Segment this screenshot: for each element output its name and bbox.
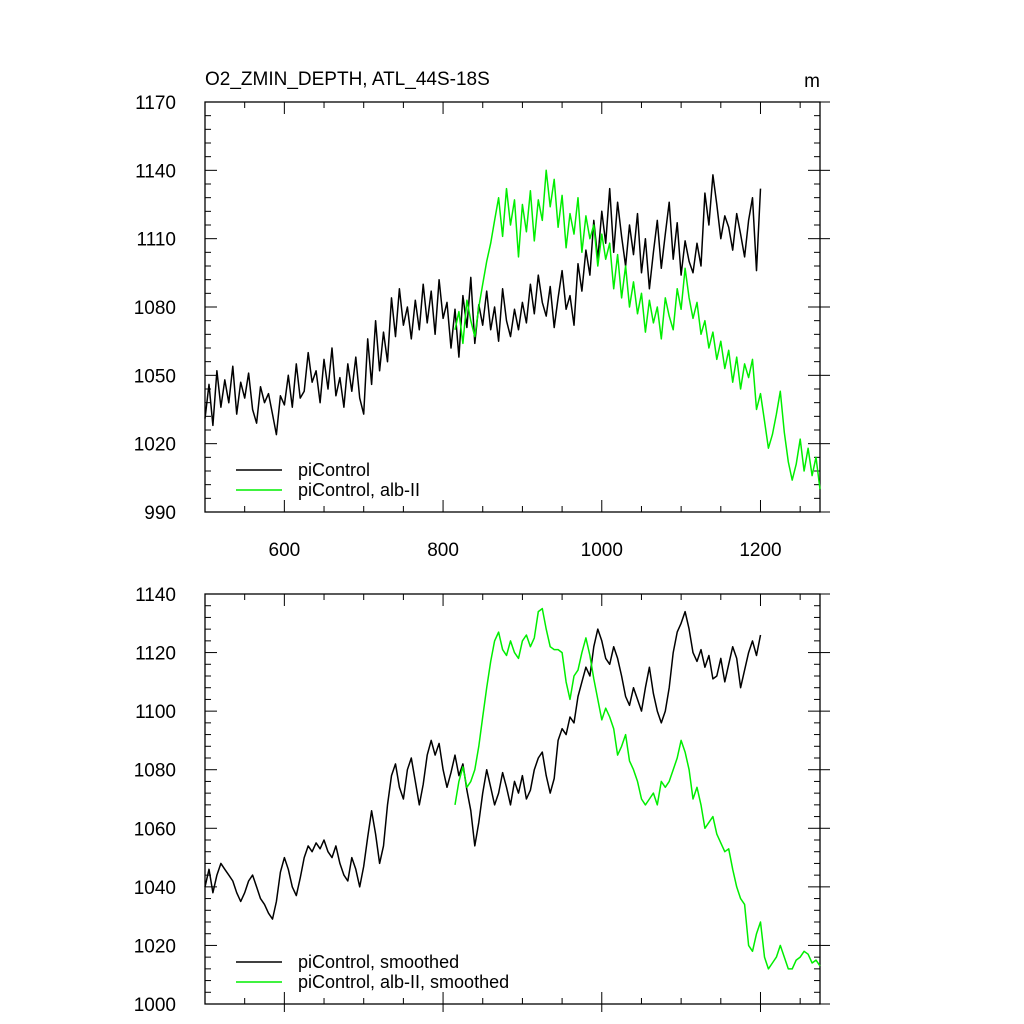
y-tick-label-bottom-1100: 1100 (135, 702, 176, 723)
series-line-top-picontrol-alb-ii (454, 169, 821, 490)
y-tick-label-bottom-1080: 1080 (134, 761, 176, 782)
series-line-top-picontrol (204, 174, 762, 436)
chart-title: O2_ZMIN_DEPTH, ATL_44S-18S (205, 69, 490, 90)
y-tick-label-top-1140: 1140 (135, 161, 176, 182)
x-tick-label-top-800: 800 (427, 540, 459, 561)
series-line-bottom-picontrol-alb-ii-smoothed (454, 607, 821, 970)
series-group-bottom (204, 607, 821, 970)
y-tick-label-bottom-1120: 1120 (135, 644, 176, 665)
legend-bottom: piControl, smoothed piControl, alb-II, s… (236, 952, 509, 992)
axis-ticks-bottom: 1000 1020 1040 1060 1080 1100 1120 1140 (134, 585, 830, 1016)
y-tick-label-top-1080: 1080 (134, 298, 176, 319)
legend-top: piControl piControl, alb-II (236, 460, 420, 500)
y-tick-label-top-990: 990 (144, 503, 176, 524)
chart-top: O2_ZMIN_DEPTH, ATL_44S-18S m 600 800 1000 1… (134, 69, 830, 561)
plot-frame-top (204, 101, 821, 513)
y-tick-label-bottom-1140: 1140 (135, 585, 176, 606)
legend-label-alb-ii: piControl, alb-II (298, 480, 420, 500)
unit-label: m (804, 71, 820, 92)
legend-label-alb-ii-smoothed: piControl, alb-II, smoothed (298, 972, 509, 992)
x-tick-label-top-1000: 1000 (581, 540, 623, 561)
y-tick-label-top-1170: 1170 (135, 93, 176, 114)
series-line-bottom-picontrol-smoothed (204, 610, 762, 920)
legend-label-picontrol: piControl (298, 460, 370, 480)
x-tick-label-top-600: 600 (269, 540, 301, 561)
y-tick-label-top-1020: 1020 (134, 435, 176, 456)
y-tick-label-bottom-1060: 1060 (134, 819, 176, 840)
series-group-top (204, 169, 821, 490)
plot-frame-bottom (204, 593, 821, 1005)
y-tick-label-top-1110: 1110 (137, 230, 176, 251)
chart-bottom: 1000 1020 1040 1060 1080 1100 1120 1140 piContr… (134, 585, 830, 1016)
y-tick-label-top-1050: 1050 (134, 366, 176, 387)
axis-ticks-top: 600 800 1000 1200 990 1020 1050 1080 1110 1140 117… (134, 93, 830, 561)
y-tick-label-bottom-1000: 1000 (134, 995, 176, 1016)
x-tick-label-top-1200: 1200 (739, 540, 781, 561)
y-tick-label-bottom-1040: 1040 (134, 878, 176, 899)
y-tick-label-bottom-1020: 1020 (134, 936, 176, 957)
legend-label-picontrol-smoothed: piControl, smoothed (298, 952, 459, 972)
